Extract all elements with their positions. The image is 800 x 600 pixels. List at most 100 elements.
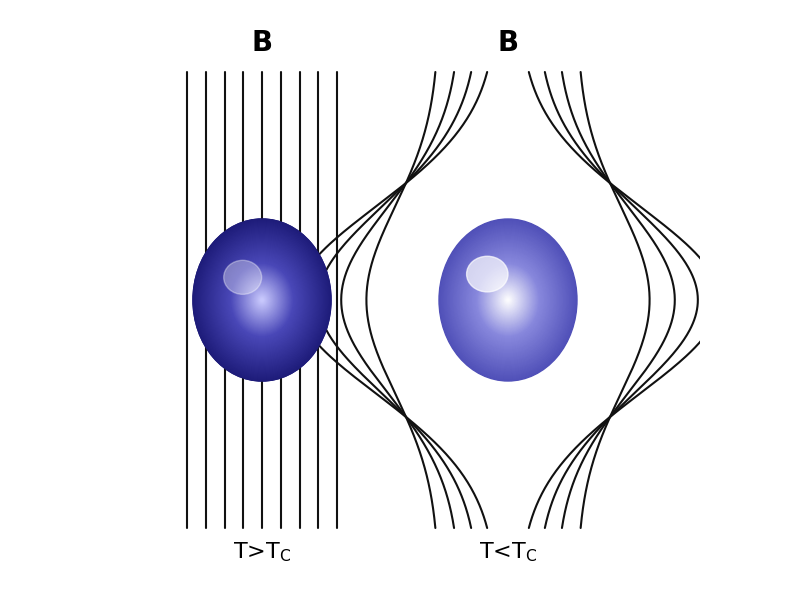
Ellipse shape xyxy=(442,222,574,378)
Ellipse shape xyxy=(215,245,309,355)
Ellipse shape xyxy=(248,284,276,316)
Ellipse shape xyxy=(221,251,303,349)
Ellipse shape xyxy=(224,260,262,295)
Ellipse shape xyxy=(258,296,266,304)
Ellipse shape xyxy=(250,286,274,314)
Ellipse shape xyxy=(473,259,543,341)
Ellipse shape xyxy=(494,283,522,317)
Ellipse shape xyxy=(213,242,311,358)
Ellipse shape xyxy=(504,295,512,305)
Ellipse shape xyxy=(497,287,519,313)
Ellipse shape xyxy=(206,234,318,366)
Ellipse shape xyxy=(221,251,303,349)
Ellipse shape xyxy=(206,234,318,366)
Ellipse shape xyxy=(250,287,274,313)
Ellipse shape xyxy=(248,284,276,316)
Text: B: B xyxy=(498,29,518,57)
Ellipse shape xyxy=(482,269,534,331)
Ellipse shape xyxy=(459,242,557,358)
Ellipse shape xyxy=(194,220,330,380)
Ellipse shape xyxy=(209,237,315,363)
Ellipse shape xyxy=(486,275,530,325)
Ellipse shape xyxy=(201,228,323,372)
Ellipse shape xyxy=(506,297,510,303)
Ellipse shape xyxy=(233,266,291,334)
Ellipse shape xyxy=(234,268,290,332)
Ellipse shape xyxy=(446,228,570,372)
Ellipse shape xyxy=(467,253,549,347)
Ellipse shape xyxy=(445,226,571,374)
Ellipse shape xyxy=(476,263,540,337)
Ellipse shape xyxy=(245,280,279,320)
Ellipse shape xyxy=(441,221,575,379)
Ellipse shape xyxy=(211,240,313,360)
Ellipse shape xyxy=(231,263,293,337)
Ellipse shape xyxy=(223,254,301,346)
Ellipse shape xyxy=(232,265,292,335)
Ellipse shape xyxy=(444,225,572,375)
Ellipse shape xyxy=(230,263,294,337)
Ellipse shape xyxy=(226,259,298,341)
Ellipse shape xyxy=(219,250,305,350)
Ellipse shape xyxy=(450,232,566,368)
Ellipse shape xyxy=(484,272,532,328)
Ellipse shape xyxy=(470,256,546,344)
Text: T<T$_{\rm C}$: T<T$_{\rm C}$ xyxy=(479,540,537,563)
Text: T>T$_{\rm C}$: T>T$_{\rm C}$ xyxy=(233,540,291,563)
Ellipse shape xyxy=(224,256,300,344)
Ellipse shape xyxy=(210,238,314,362)
Ellipse shape xyxy=(254,291,270,309)
Ellipse shape xyxy=(468,253,548,347)
Ellipse shape xyxy=(501,292,515,308)
Ellipse shape xyxy=(493,282,523,318)
Ellipse shape xyxy=(239,274,285,326)
Ellipse shape xyxy=(254,290,270,310)
Ellipse shape xyxy=(197,223,327,377)
Ellipse shape xyxy=(197,223,327,377)
Ellipse shape xyxy=(249,285,275,315)
Ellipse shape xyxy=(205,233,319,367)
Ellipse shape xyxy=(238,272,286,328)
Ellipse shape xyxy=(488,277,528,323)
Ellipse shape xyxy=(195,222,329,378)
Ellipse shape xyxy=(254,291,270,309)
Ellipse shape xyxy=(233,266,291,334)
Ellipse shape xyxy=(230,262,294,338)
Ellipse shape xyxy=(214,244,310,356)
Ellipse shape xyxy=(250,286,274,314)
Ellipse shape xyxy=(466,250,550,350)
Ellipse shape xyxy=(462,245,554,355)
Ellipse shape xyxy=(227,259,297,340)
Ellipse shape xyxy=(241,275,283,325)
Ellipse shape xyxy=(261,299,263,301)
Ellipse shape xyxy=(203,231,321,369)
Ellipse shape xyxy=(503,294,513,306)
Ellipse shape xyxy=(234,266,290,334)
Ellipse shape xyxy=(451,233,565,367)
Ellipse shape xyxy=(217,247,307,353)
Ellipse shape xyxy=(482,269,534,331)
Ellipse shape xyxy=(204,232,320,368)
Ellipse shape xyxy=(230,262,294,338)
Ellipse shape xyxy=(241,275,283,325)
Ellipse shape xyxy=(194,220,330,380)
Ellipse shape xyxy=(238,272,286,328)
Ellipse shape xyxy=(222,253,302,347)
Ellipse shape xyxy=(466,256,508,292)
Ellipse shape xyxy=(231,263,293,337)
Ellipse shape xyxy=(216,247,308,353)
Ellipse shape xyxy=(252,288,272,312)
Ellipse shape xyxy=(222,253,302,347)
Ellipse shape xyxy=(211,240,313,360)
Ellipse shape xyxy=(222,253,302,347)
Ellipse shape xyxy=(202,229,322,371)
Ellipse shape xyxy=(214,243,310,356)
Ellipse shape xyxy=(210,239,314,361)
Ellipse shape xyxy=(218,248,306,352)
Ellipse shape xyxy=(213,242,311,358)
Ellipse shape xyxy=(485,272,531,328)
Ellipse shape xyxy=(236,269,288,331)
Ellipse shape xyxy=(242,275,282,324)
Ellipse shape xyxy=(460,243,556,356)
Ellipse shape xyxy=(498,288,518,312)
